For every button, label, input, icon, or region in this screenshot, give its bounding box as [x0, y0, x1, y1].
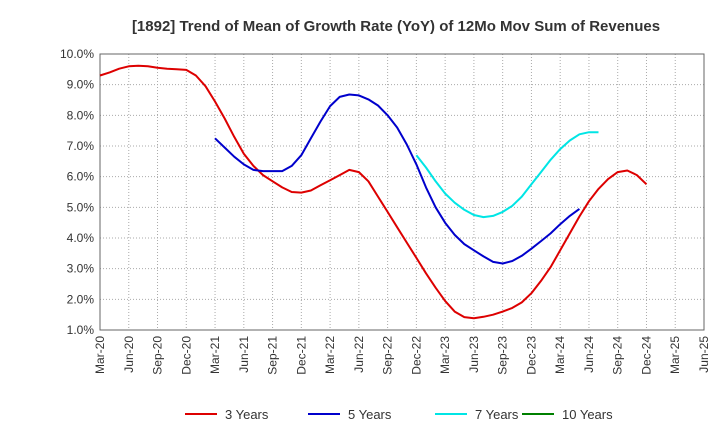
x-tick-label: Dec-22 — [409, 336, 423, 375]
x-tick-label: Dec-23 — [524, 336, 538, 375]
x-tick-label: Jun-20 — [122, 336, 136, 373]
x-tick-label: Dec-24 — [639, 336, 653, 375]
y-tick-label: 3.0% — [67, 262, 95, 276]
x-tick-label: Jun-23 — [467, 336, 481, 373]
series-line-3-years — [99, 64, 648, 320]
x-tick-label: Sep-24 — [611, 336, 625, 375]
series-lines — [99, 64, 648, 320]
x-tick-label: Jun-22 — [352, 336, 366, 373]
series-line-5-years — [214, 93, 580, 265]
x-tick-label: Sep-20 — [151, 336, 165, 375]
x-tick-label: Sep-23 — [496, 336, 510, 375]
y-tick-label: 7.0% — [67, 139, 95, 153]
y-tick-label: 5.0% — [67, 200, 95, 214]
x-tick-label: Dec-20 — [179, 336, 193, 375]
x-tick-label: Mar-24 — [553, 336, 567, 374]
x-tick-label: Jun-24 — [582, 336, 596, 373]
chart-title: [1892] Trend of Mean of Growth Rate (YoY… — [132, 18, 660, 35]
y-tick-label: 2.0% — [67, 292, 95, 306]
y-tick-label: 9.0% — [67, 78, 95, 92]
legend-label-5-years: 5 Years — [348, 407, 392, 422]
y-tick-label: 6.0% — [67, 170, 95, 184]
y-tick-label: 8.0% — [67, 108, 95, 122]
x-tick-label: Mar-25 — [668, 336, 682, 374]
x-tick-label: Mar-21 — [208, 336, 222, 374]
legend-label-7-years: 7 Years — [475, 407, 519, 422]
x-tick-label: Jun-21 — [237, 336, 251, 373]
x-tick-label: Mar-23 — [438, 336, 452, 374]
y-tick-label: 4.0% — [67, 231, 95, 245]
y-tick-label: 10.0% — [60, 47, 94, 61]
x-tick-label: Sep-22 — [381, 336, 395, 375]
x-tick-label: Mar-22 — [323, 336, 337, 374]
legend-label-10-years: 10 Years — [562, 407, 613, 422]
x-tick-label: Sep-21 — [266, 336, 280, 375]
x-tick-label: Dec-21 — [294, 336, 308, 375]
x-tick-label: Jun-25 — [697, 336, 711, 373]
series-line-7-years — [415, 131, 599, 219]
plot-area — [99, 53, 705, 331]
x-axis-ticks: Mar-20 Jun-20 Sep-20 Dec-20 Mar-21 Jun-21 Sep-… — [93, 336, 711, 375]
x-tick-label: Mar-20 — [93, 336, 107, 374]
y-axis-ticks: 1.0% 2.0% 3.0% 4.0% 5.0% 6.0% 7.0% 8.0% 9.0% 10.0… — [60, 47, 94, 337]
grid — [100, 54, 704, 330]
y-tick-label: 1.0% — [67, 323, 95, 337]
legend-label-3-years: 3 Years — [225, 407, 269, 422]
legend: 3 Years 5 Years 7 Years 10 Years — [185, 407, 613, 422]
